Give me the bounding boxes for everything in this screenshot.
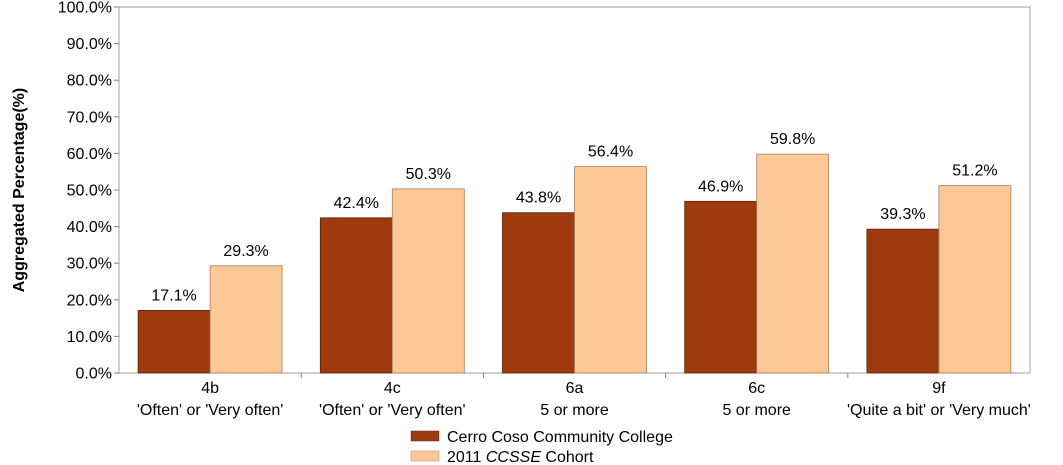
legend: Cerro Coso Community College 2011 CCSSE … xyxy=(410,429,673,465)
x-category-code: 9f xyxy=(932,380,946,397)
x-category-code: 4b xyxy=(201,380,219,397)
legend-swatch-ccsse-cohort xyxy=(410,450,440,462)
x-category-desc: 5 or more xyxy=(722,402,791,419)
bar-value-label: 56.4% xyxy=(588,144,633,161)
bar-cerro-coso xyxy=(137,310,211,374)
bar-ccsse-cohort xyxy=(209,265,283,374)
y-axis-title: Aggregated Percentage(%) xyxy=(11,88,28,293)
bar-ccsse-cohort xyxy=(574,166,647,374)
x-category-desc: 'Quite a bit' or 'Very much' xyxy=(847,402,1031,419)
bar-value-label: 29.3% xyxy=(223,243,268,260)
y-tick-label: 20.0% xyxy=(67,292,112,309)
x-axis: 4b 'Often' or 'Very often' 4c 'Often' or 'V… xyxy=(137,373,1031,419)
legend-label-cerro-coso: Cerro Coso Community College xyxy=(447,429,673,446)
y-tick-label: 40.0% xyxy=(67,219,112,236)
y-tick-label: 80.0% xyxy=(67,73,112,90)
bar-value-label: 46.9% xyxy=(698,178,743,195)
x-category-code: 4c xyxy=(384,380,401,397)
bar-value-label: 51.2% xyxy=(952,163,997,180)
y-tick-label: 60.0% xyxy=(67,146,112,163)
legend-label-ccsse-cohort: 2011 CCSSE Cohort xyxy=(447,449,594,465)
bar-ccsse-cohort xyxy=(938,185,1012,374)
x-category-code: 6c xyxy=(748,380,765,397)
y-tick-label: 0.0% xyxy=(76,366,112,383)
bar-ccsse-cohort xyxy=(391,188,465,374)
x-category-code: 6a xyxy=(566,380,584,397)
x-category-desc: 'Often' or 'Very often' xyxy=(319,402,466,419)
bar-cerro-coso xyxy=(866,228,940,374)
y-tick-label: 100.0% xyxy=(58,0,112,17)
bar-cerro-coso xyxy=(502,212,575,374)
legend-swatch-cerro-coso xyxy=(410,430,440,442)
bar-value-label: 50.3% xyxy=(406,166,451,183)
y-axis: 0.0% 10.0% 20.0% 30.0% 40.0% 50.0% 60.0% 70.0% 8… xyxy=(58,0,119,383)
y-tick-label: 50.0% xyxy=(67,183,112,200)
x-category-desc: 5 or more xyxy=(540,402,609,419)
bar-cerro-coso xyxy=(319,217,393,374)
bar-cerro-coso xyxy=(684,200,758,374)
y-tick-label: 10.0% xyxy=(67,329,112,346)
bar-value-label: 43.8% xyxy=(516,190,561,207)
bar-value-label: 59.8% xyxy=(770,131,815,148)
y-tick-label: 70.0% xyxy=(67,109,112,126)
y-tick-label: 30.0% xyxy=(67,256,112,273)
bar-value-label: 39.3% xyxy=(880,206,925,223)
y-tick-label: 90.0% xyxy=(67,36,112,53)
bar-value-label: 17.1% xyxy=(151,287,196,304)
x-category-desc: 'Often' or 'Very often' xyxy=(137,402,284,419)
bars-group: 17.1% 29.3% 42.4% 50.3% 43.8% 56.4% 46.9% 59.8%… xyxy=(137,131,1012,374)
bar-value-label: 42.4% xyxy=(334,195,379,212)
bar-ccsse-cohort xyxy=(756,153,830,374)
